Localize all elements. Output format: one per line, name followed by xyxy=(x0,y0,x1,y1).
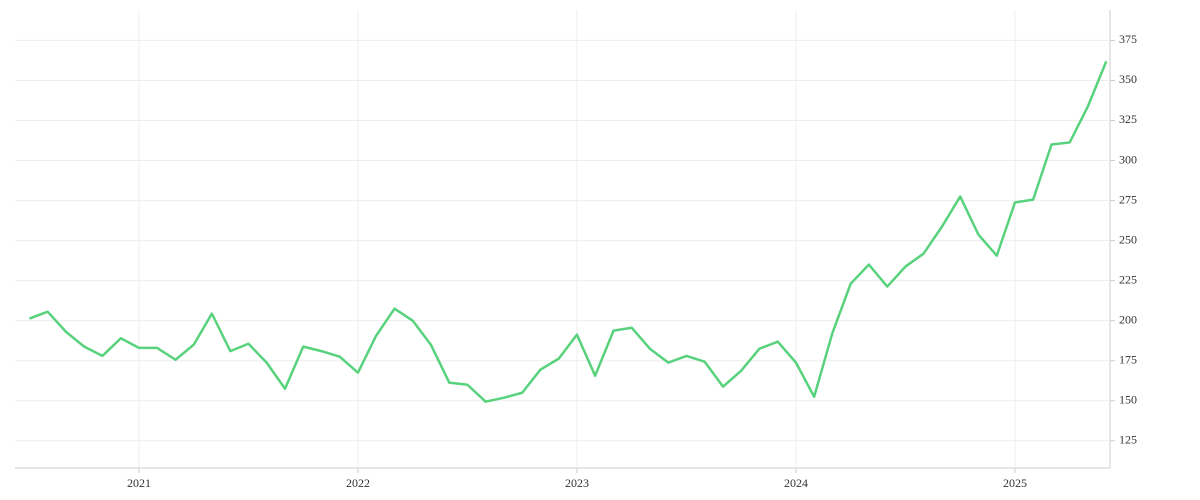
y-tick-label: 125 xyxy=(1119,433,1137,447)
line-series xyxy=(29,60,1108,403)
x-tick-label: 2025 xyxy=(1003,476,1027,490)
y-tick-label: 325 xyxy=(1119,112,1137,126)
x-tick-label: 2022 xyxy=(346,476,370,490)
y-tick-label: 300 xyxy=(1119,152,1137,166)
y-tick-label: 250 xyxy=(1119,232,1137,246)
y-tick-label: 375 xyxy=(1119,32,1137,46)
y-tick-label: 350 xyxy=(1119,72,1137,86)
y-tick-label: 225 xyxy=(1119,272,1137,286)
x-tick-label: 2024 xyxy=(784,476,808,490)
x-tick-label: 2021 xyxy=(127,476,151,490)
y-tick-label: 275 xyxy=(1119,192,1137,206)
y-tick-label: 175 xyxy=(1119,352,1137,366)
x-tick-label: 2023 xyxy=(565,476,589,490)
y-tick-label: 200 xyxy=(1119,312,1137,326)
y-tick-label: 150 xyxy=(1119,392,1137,406)
